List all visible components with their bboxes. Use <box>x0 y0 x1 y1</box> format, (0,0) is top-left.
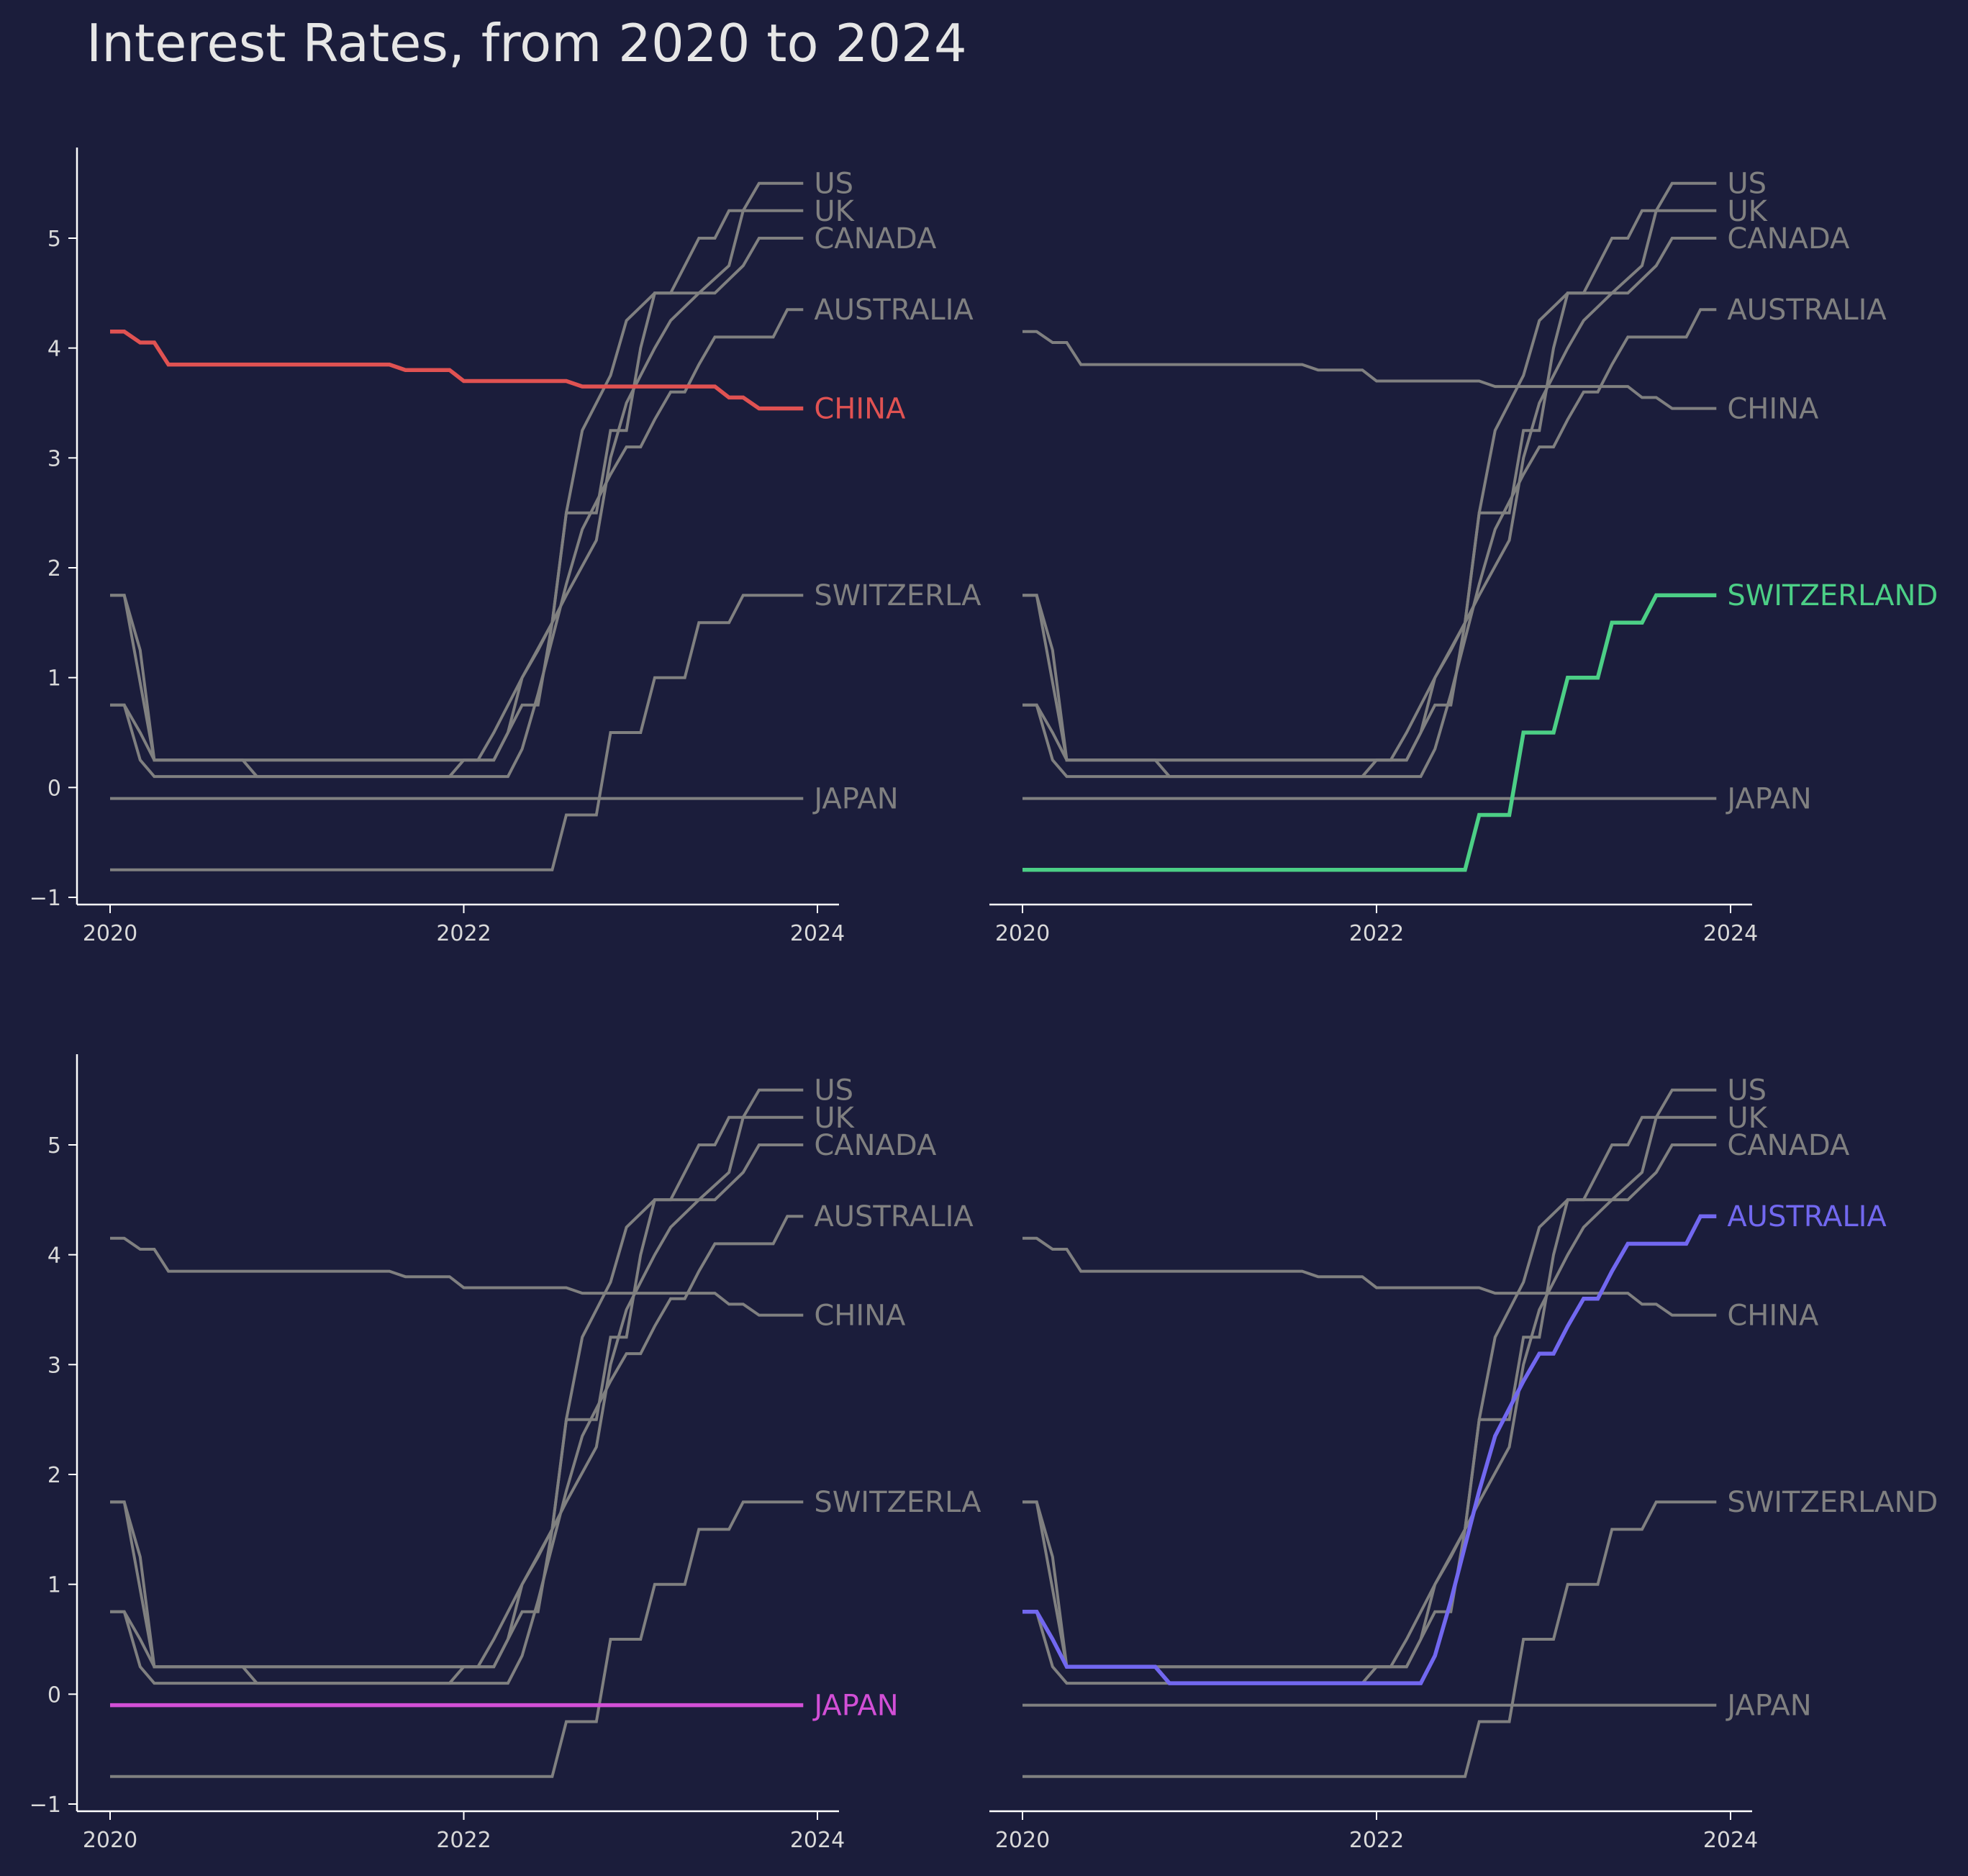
y-tick-label: 1 <box>47 666 61 692</box>
series-label-us: US <box>1727 168 1767 201</box>
series-label-china: CHINA <box>1727 1300 1819 1333</box>
x-tick-label: 2020 <box>995 1828 1050 1853</box>
series-line-canada <box>110 237 804 762</box>
y-tick-label: 1 <box>47 1573 61 1598</box>
y-tick-label: 4 <box>47 1243 61 1269</box>
y-tick-label: 2 <box>47 556 61 581</box>
series-label-us: US <box>814 1074 853 1107</box>
series-line-switzerland <box>1022 593 1717 872</box>
y-tick-label: −1 <box>30 1793 61 1818</box>
x-tick-label: 2024 <box>1703 1828 1758 1853</box>
series-label-australia: AUSTRALIA <box>1727 294 1887 327</box>
series-line-china <box>1022 330 1717 410</box>
x-tick-label: 2022 <box>436 1828 491 1853</box>
series-label-china: CHINA <box>814 393 906 426</box>
series-label-switzerland: SWITZERLA <box>814 1486 981 1519</box>
x-tick-label: 2020 <box>995 921 1050 946</box>
y-tick-label: 0 <box>47 776 61 801</box>
series-label-canada: CANADA <box>814 222 937 255</box>
series-line-china <box>110 1236 804 1317</box>
x-tick-label: 2024 <box>790 921 845 946</box>
series-line-australia <box>1022 1214 1717 1685</box>
series-label-china: CHINA <box>814 1300 906 1333</box>
series-label-us: US <box>1727 1074 1767 1107</box>
series-label-switzerland: SWITZERLAND <box>1727 579 1938 612</box>
series-line-switzerland <box>1022 1500 1717 1778</box>
y-tick-label: 0 <box>47 1682 61 1708</box>
x-tick-label: 2024 <box>790 1828 845 1853</box>
series-label-japan: JAPAN <box>812 783 898 816</box>
series-label-australia: AUSTRALIA <box>1727 1200 1887 1233</box>
series-line-china <box>110 330 804 411</box>
x-tick-label: 2020 <box>83 1828 137 1853</box>
series-label-canada: CANADA <box>1727 222 1850 255</box>
y-tick-label: 3 <box>47 446 61 471</box>
series-label-china: CHINA <box>1727 393 1819 426</box>
y-tick-label: −1 <box>30 886 61 911</box>
x-tick-label: 2022 <box>1349 921 1404 946</box>
series-label-canada: CANADA <box>1727 1129 1850 1162</box>
series-line-us <box>1022 181 1717 762</box>
y-tick-label: 2 <box>47 1463 61 1488</box>
x-tick-label: 2022 <box>436 921 491 946</box>
y-tick-label: 5 <box>47 1133 61 1159</box>
series-label-uk: UK <box>814 195 855 228</box>
series-line-us <box>1022 1088 1717 1669</box>
series-line-canada <box>1022 1143 1717 1669</box>
y-tick-label: 3 <box>47 1353 61 1378</box>
series-label-switzerland: SWITZERLA <box>814 579 981 612</box>
series-line-china <box>1022 1236 1717 1317</box>
x-tick-label: 2024 <box>1703 921 1758 946</box>
series-label-uk: UK <box>814 1102 855 1135</box>
x-tick-label: 2022 <box>1349 1828 1404 1853</box>
series-line-uk <box>110 209 804 779</box>
series-line-uk <box>1022 209 1717 779</box>
series-label-japan: JAPAN <box>1725 783 1811 816</box>
x-tick-label: 2020 <box>83 921 137 946</box>
y-tick-label: 5 <box>47 227 61 252</box>
series-label-us: US <box>814 168 853 201</box>
series-line-australia <box>1022 308 1717 779</box>
series-line-australia <box>110 1215 804 1685</box>
series-line-us <box>110 1088 804 1669</box>
series-line-switzerland <box>110 594 804 871</box>
series-line-canada <box>110 1143 804 1669</box>
series-line-uk <box>110 1115 804 1685</box>
series-label-switzerland: SWITZERLAND <box>1727 1486 1938 1519</box>
series-line-switzerland <box>110 1500 804 1778</box>
series-line-canada <box>1022 237 1717 762</box>
series-line-us <box>110 181 804 762</box>
series-label-uk: UK <box>1727 195 1768 228</box>
series-line-australia <box>110 308 804 779</box>
series-label-australia: AUSTRALIA <box>814 294 974 327</box>
series-label-australia: AUSTRALIA <box>814 1200 974 1233</box>
series-label-canada: CANADA <box>814 1129 937 1162</box>
chart-title: Interest Rates, from 2020 to 2024 <box>86 13 967 73</box>
series-label-japan: JAPAN <box>1725 1690 1811 1723</box>
series-label-uk: UK <box>1727 1102 1768 1135</box>
y-tick-label: 4 <box>47 337 61 362</box>
series-label-japan: JAPAN <box>812 1690 898 1723</box>
series-line-uk <box>1022 1115 1717 1685</box>
